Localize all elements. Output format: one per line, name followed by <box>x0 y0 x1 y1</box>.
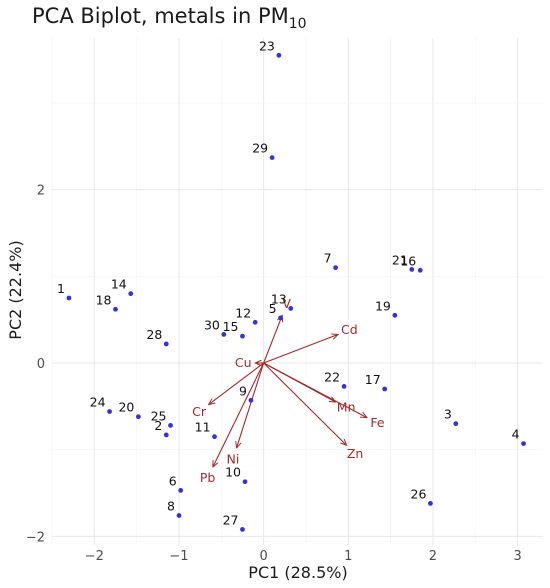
observation-point <box>212 434 217 440</box>
y-axis-title: PC2 (22.4%) <box>6 240 25 339</box>
grid <box>51 38 543 545</box>
point-label: 10 <box>225 465 241 480</box>
observation-point <box>242 479 248 485</box>
point-label: 5 <box>269 301 277 316</box>
point-label: 20 <box>118 400 134 415</box>
observation-point <box>417 267 423 273</box>
point-label: 26 <box>411 486 427 501</box>
observation-point <box>66 295 72 301</box>
point-label: 30 <box>204 317 220 332</box>
point-label: 29 <box>252 141 268 156</box>
point-label: 4 <box>512 427 520 442</box>
point-label: 13 <box>271 291 287 306</box>
point-label: 14 <box>111 277 127 292</box>
observation-point <box>521 441 526 446</box>
observation-points <box>66 52 526 532</box>
observation-point <box>113 306 118 312</box>
point-label: 1 <box>57 281 65 296</box>
observation-point <box>278 315 283 321</box>
point-label: 21 <box>392 252 408 267</box>
observation-point <box>163 432 169 438</box>
x-tick-label: −2 <box>85 549 104 564</box>
loading-arrow-zn <box>263 362 347 445</box>
observation-point <box>176 513 182 518</box>
y-tick-label: 2 <box>37 184 45 199</box>
observation-point <box>128 291 134 297</box>
loading-arrows: V Cd Cu Cr Pb Ni Fe Zn Mn <box>192 296 385 485</box>
loading-label-pb: Pb <box>200 470 216 485</box>
loading-arrow-pb <box>213 362 265 467</box>
point-label: 11 <box>195 420 211 435</box>
x-tick-label: 2 <box>429 549 437 564</box>
loading-label-v: V <box>282 296 291 311</box>
observation-point <box>240 333 245 339</box>
point-label: 2 <box>154 418 162 433</box>
loading-arrow-v <box>263 315 283 364</box>
loading-label-ni: Ni <box>226 451 239 466</box>
loading-label-mn: Mn <box>337 400 356 415</box>
loading-label-cu: Cu <box>235 355 252 370</box>
loading-arrow-ni <box>237 362 265 448</box>
point-label: 28 <box>146 327 162 342</box>
observation-point <box>168 423 173 428</box>
loading-arrow-cd <box>263 334 338 364</box>
axis-ticks: −2 −1 0 1 2 3−202 <box>26 184 522 564</box>
observation-point <box>221 332 227 337</box>
point-label: 15 <box>223 319 239 334</box>
chart-title-subscript: 10 <box>288 16 307 33</box>
x-axis-title: PC1 (28.5%) <box>248 563 347 582</box>
observation-point <box>248 397 254 403</box>
x-tick-label: 0 <box>259 549 267 564</box>
observation-point <box>240 527 245 532</box>
point-label: 18 <box>96 292 112 307</box>
point-label: 17 <box>365 372 381 387</box>
loading-label-zn: Zn <box>347 446 364 461</box>
x-tick-label: 3 <box>513 549 521 564</box>
point-label: 27 <box>223 512 239 527</box>
x-tick-label: 1 <box>344 549 352 564</box>
point-label: 23 <box>259 38 275 53</box>
loading-arrow-mn <box>263 362 336 402</box>
observation-point <box>428 501 433 506</box>
observation-point <box>135 414 141 420</box>
observation-point <box>392 312 398 318</box>
observation-point <box>269 155 275 161</box>
y-tick-label: 0 <box>37 357 45 372</box>
observation-point <box>453 421 459 427</box>
loading-label-cd: Cd <box>341 322 358 337</box>
observation-point <box>288 306 294 311</box>
point-label: 16 <box>400 253 416 268</box>
observation-point <box>333 265 338 271</box>
chart-title-text: PCA Biplot, metals in PM <box>32 4 289 28</box>
observation-point <box>163 341 169 347</box>
observation-point <box>107 409 112 414</box>
observation-point <box>409 267 415 272</box>
point-label: 6 <box>169 473 177 488</box>
point-label: 9 <box>239 383 247 398</box>
point-label: 3 <box>444 407 452 422</box>
loading-label-fe: Fe <box>370 415 385 430</box>
observation-point <box>276 52 282 58</box>
loading-label-cr: Cr <box>192 404 207 419</box>
point-label: 19 <box>375 298 391 313</box>
point-label: 12 <box>235 305 251 320</box>
y-tick-label: −2 <box>26 530 45 545</box>
observation-point <box>382 386 388 392</box>
point-label: 8 <box>167 499 175 514</box>
point-label: 25 <box>151 408 167 423</box>
observation-point <box>252 319 258 325</box>
point-label: 7 <box>324 251 332 266</box>
x-tick-label: −1 <box>169 549 188 564</box>
loading-arrow-cr <box>209 362 264 405</box>
observation-point <box>341 384 347 389</box>
point-label: 22 <box>324 369 340 384</box>
observation-point <box>178 488 184 493</box>
chart-title: PCA Biplot, metals in PM10 <box>32 4 307 32</box>
point-label: 24 <box>90 395 106 410</box>
